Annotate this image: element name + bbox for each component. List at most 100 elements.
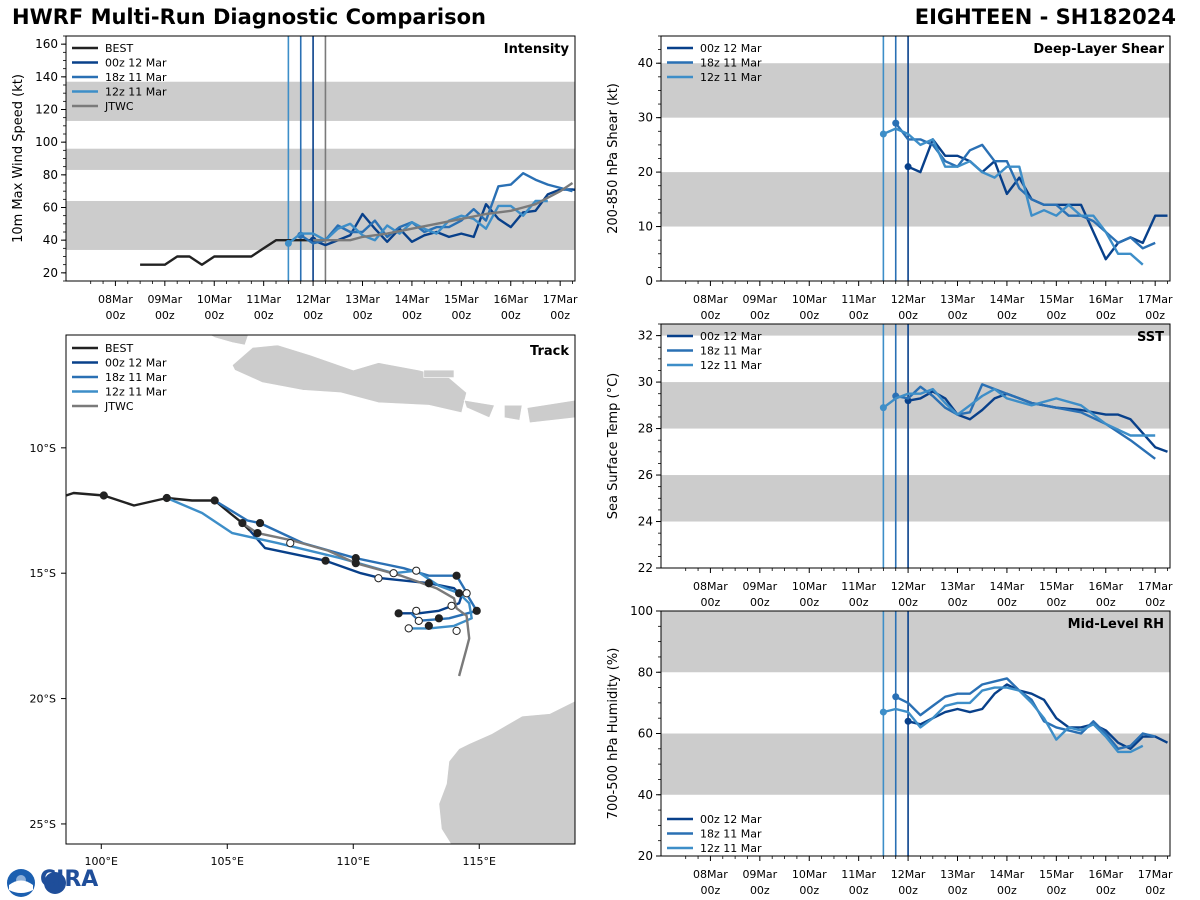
panel-intensity: 20 40 60 80 100 120 140 160 08Mar 00z 09Mar 00z 10Ma… [11,35,578,322]
sst-legend-label: 12z 11 Mar [700,359,762,372]
track-xtick-label: 115°E [463,855,496,868]
sst-xtick-label-hour: 00z [1096,596,1116,609]
sst-legend-label: 00z 12 Mar [700,330,762,343]
shear-xtick-label-hour: 00z [997,309,1017,322]
track-marker-3 [162,493,171,503]
sst-xtick-label-date: 10Mar [792,580,827,593]
sst-legend-label: 18z 11 Mar [700,345,762,358]
sst-xtick-label-hour: 00z [898,596,918,609]
rh-ytick-label: 60 [638,727,653,741]
storm-id-title: EIGHTEEN - SH182024 [914,5,1176,29]
rh-band-0 [661,733,1170,795]
shear-ytick-label: 30 [638,111,653,125]
sumatra-island [209,335,249,346]
sst-xtick-label-date: 15Mar [1039,580,1074,593]
rh-xtick-label-date: 11Mar [841,868,876,881]
track-frame [65,334,576,845]
shear-xtick-label-hour: 00z [701,309,721,322]
intensity-ytick-label: 160 [35,37,58,51]
track-marker-1 [424,579,433,588]
track-marker-2 [452,571,461,580]
intensity-xtick-label-hour: 00z [353,309,373,322]
sst-series-1 [895,383,1156,460]
track-legend-label: 18z 11 Mar [105,371,167,384]
track-marker-1 [454,589,464,598]
bali-island [463,399,495,419]
sst-band-2 [661,324,1170,336]
intensity-xtick-label-date: 17Mar [543,293,578,306]
track-marker-2 [472,606,481,615]
shear-xtick-label-hour: 00z [750,309,770,322]
track-legend-label: BEST [105,342,133,355]
intensity-ytick-label: 80 [43,168,58,182]
rh-xtick-label-hour: 00z [799,884,819,897]
sst-xtick-label-hour: 00z [701,596,721,609]
track-marker-3 [286,539,295,548]
intensity-ytick-label: 40 [43,233,58,247]
sst-xtick-label-date: 09Mar [742,580,777,593]
shear-band-1 [661,63,1170,118]
sst-xtick-label-hour: 00z [948,596,968,609]
track-legend-label: 12z 11 Mar [105,386,167,399]
track-marker-4 [253,528,262,538]
sst-xtick-label-hour: 00z [997,596,1017,609]
sst-panel-title: SST [1137,330,1164,345]
shear-series-start-point-1 [892,119,900,127]
track-series-2 [214,499,478,622]
rh-series-0 [907,683,1169,750]
shear-xtick-label-date: 16Mar [1088,293,1123,306]
intensity-xtick-label-hour: 00z [550,309,570,322]
sst-band-1 [661,382,1170,429]
shear-xtick-label-date: 12Mar [891,293,926,306]
rh-ytick-label: 20 [638,849,653,863]
track-marker-2 [255,518,265,528]
shear-xtick-label-date: 14Mar [990,293,1025,306]
panel-track: 100°E 105°E 110°E 115°E 10°S 15°S 20°S 25°S Trac… [30,334,576,868]
rh-xtick-label-hour: 00z [849,884,869,897]
intensity-band-2 [66,81,575,121]
intensity-legend-label: 00z 12 Mar [105,57,167,70]
rh-legend-label: 12z 11 Mar [700,842,762,855]
rh-ylabel: 700-500 hPa Humidity (%) [606,648,621,820]
intensity-xtick-label-hour: 00z [254,309,274,322]
track-marker-3 [452,626,461,635]
intensity-legend-label: 12z 11 Mar [105,86,167,99]
shear-series-start-point-0 [904,163,912,171]
intensity-xtick-label-date: 13Mar [345,293,380,306]
rh-xtick-label-hour: 00z [948,884,968,897]
track-panel-title: Track [530,344,569,359]
sst-ytick-label: 22 [638,561,653,575]
track-ytick-label: 20°S [30,693,56,706]
panel-rh: 20 40 60 80 100 08Mar 00z 09Mar 00z 10Mar 00z 11Mar… [606,604,1173,897]
shear-series-2 [882,127,1144,266]
intensity-xtick-label-hour: 00z [402,309,422,322]
sst-xtick-label-date: 11Mar [841,580,876,593]
rh-panel-title: Mid-Level RH [1068,617,1164,632]
sst-ytick-label: 26 [638,468,653,482]
intensity-series-0 [140,238,314,266]
panel-shear: 0 10 20 30 40 08Mar 00z 09Mar 00z 10Mar 00z 11Mar 00… [606,35,1173,322]
intensity-xtick-label-hour: 00z [303,309,323,322]
shear-xtick-label-hour: 00z [849,309,869,322]
intensity-series-1 [312,188,575,247]
shear-legend-label: 12z 11 Mar [700,71,762,84]
shear-legend-label: 00z 12 Mar [700,42,762,55]
shear-xtick-label-hour: 00z [1046,309,1066,322]
sst-xtick-label-hour: 00z [1046,596,1066,609]
shear-xtick-label-date: 13Mar [940,293,975,306]
sst-xtick-label-date: 14Mar [990,580,1025,593]
intensity-series-2 [300,171,573,245]
track-marker-1 [434,614,444,623]
sumbawa-island [526,399,575,424]
shear-ytick-label: 0 [645,274,653,288]
rh-series-start-point-2 [879,708,887,716]
shear-xtick-label-date: 15Mar [1039,293,1074,306]
rh-xtick-label-date: 08Mar [693,868,728,881]
rh-band-1 [661,611,1170,673]
shear-ylabel: 200-850 hPa Shear (kt) [606,83,621,234]
rh-ytick-label: 40 [638,788,653,802]
track-ytick-label: 10°S [30,442,56,455]
track-series-3 [166,496,473,630]
sst-xtick-label-hour: 00z [799,596,819,609]
